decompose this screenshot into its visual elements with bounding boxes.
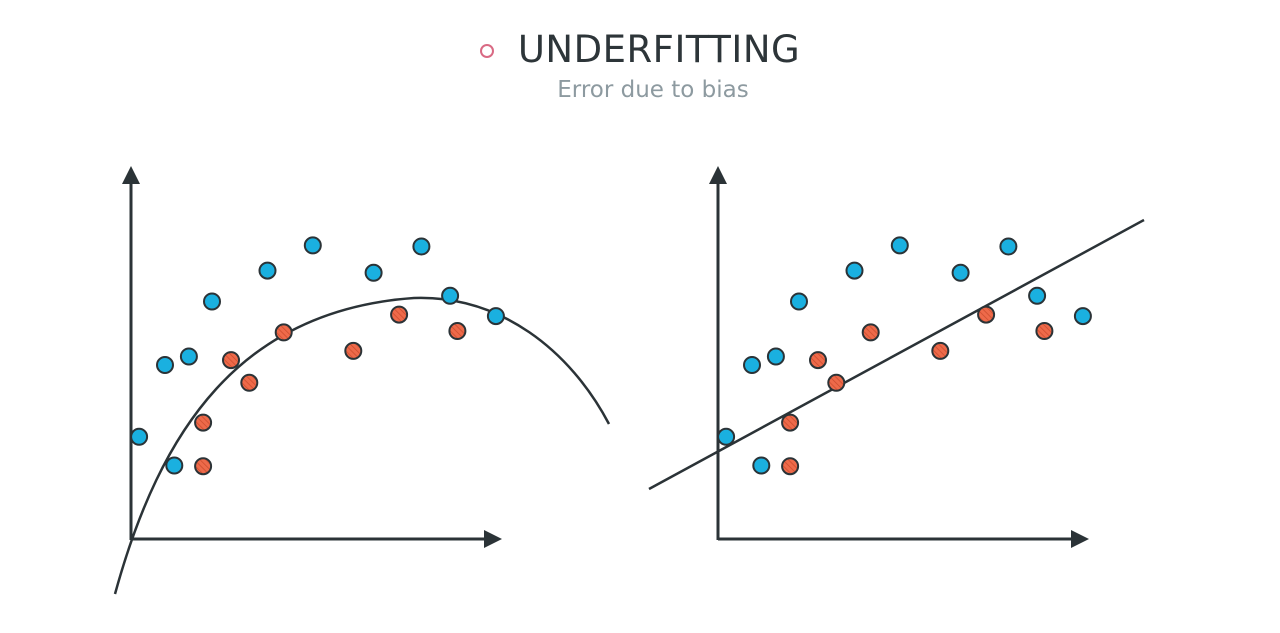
left-red-point-3	[390, 305, 409, 324]
left-blue-point-6	[412, 237, 431, 256]
left-red-point-1	[344, 341, 363, 360]
left-blue-point-1	[156, 356, 174, 374]
circle-marker-icon	[479, 43, 494, 58]
right-red-point-5	[809, 351, 827, 370]
right-red-point-6	[781, 413, 800, 432]
right-red-point-1	[931, 341, 950, 360]
left-blue-point-8	[486, 307, 505, 326]
left-red-point-0	[240, 373, 259, 392]
left-blue-point-3	[258, 261, 277, 280]
right-points	[717, 236, 1092, 476]
right-blue-point-0	[717, 427, 736, 446]
left-blue-point-9	[165, 456, 184, 475]
right-red-point-0	[827, 373, 846, 392]
left-blue-point-2	[203, 292, 221, 311]
right-blue-point-10	[766, 347, 785, 366]
left-red-point-4	[448, 322, 467, 340]
left-x-axis-arrow-icon	[484, 530, 502, 548]
right-panel	[648, 166, 1145, 548]
right-blue-point-2	[790, 292, 808, 311]
left-blue-point-10	[179, 347, 198, 366]
right-blue-point-7	[1028, 286, 1047, 305]
right-fit-line	[648, 218, 1145, 491]
left-blue-point-7	[441, 286, 460, 305]
right-blue-point-9	[752, 456, 771, 475]
left-blue-point-4	[303, 236, 322, 255]
left-red-point-5	[222, 351, 240, 370]
left-blue-point-5	[364, 263, 383, 282]
left-blue-point-0	[130, 427, 149, 446]
left-red-point-6	[194, 413, 213, 432]
right-blue-point-8	[1073, 307, 1092, 326]
left-red-point-7	[194, 457, 213, 476]
right-blue-point-4	[890, 236, 909, 255]
title-row: UNDERFITTING	[479, 28, 801, 71]
left-red-point-2	[274, 323, 293, 342]
right-blue-point-1	[743, 356, 761, 374]
right-red-point-3	[977, 305, 996, 324]
left-y-axis-arrow-icon	[122, 166, 140, 184]
page-subtitle: Error due to bias	[557, 77, 749, 103]
right-x-axis-arrow-icon	[1071, 530, 1089, 548]
left-fit-curve	[113, 296, 611, 595]
right-blue-point-6	[999, 237, 1018, 256]
right-red-point-4	[1035, 322, 1054, 340]
left-points	[130, 236, 505, 476]
right-blue-point-3	[845, 261, 864, 280]
left-panel	[113, 166, 611, 595]
page-title: UNDERFITTING	[517, 28, 801, 71]
right-y-axis-arrow-icon	[709, 166, 727, 184]
right-red-point-7	[781, 457, 800, 476]
header: UNDERFITTING Error due to bias	[0, 28, 1280, 103]
right-red-point-2	[861, 323, 880, 342]
right-blue-point-5	[951, 263, 970, 282]
